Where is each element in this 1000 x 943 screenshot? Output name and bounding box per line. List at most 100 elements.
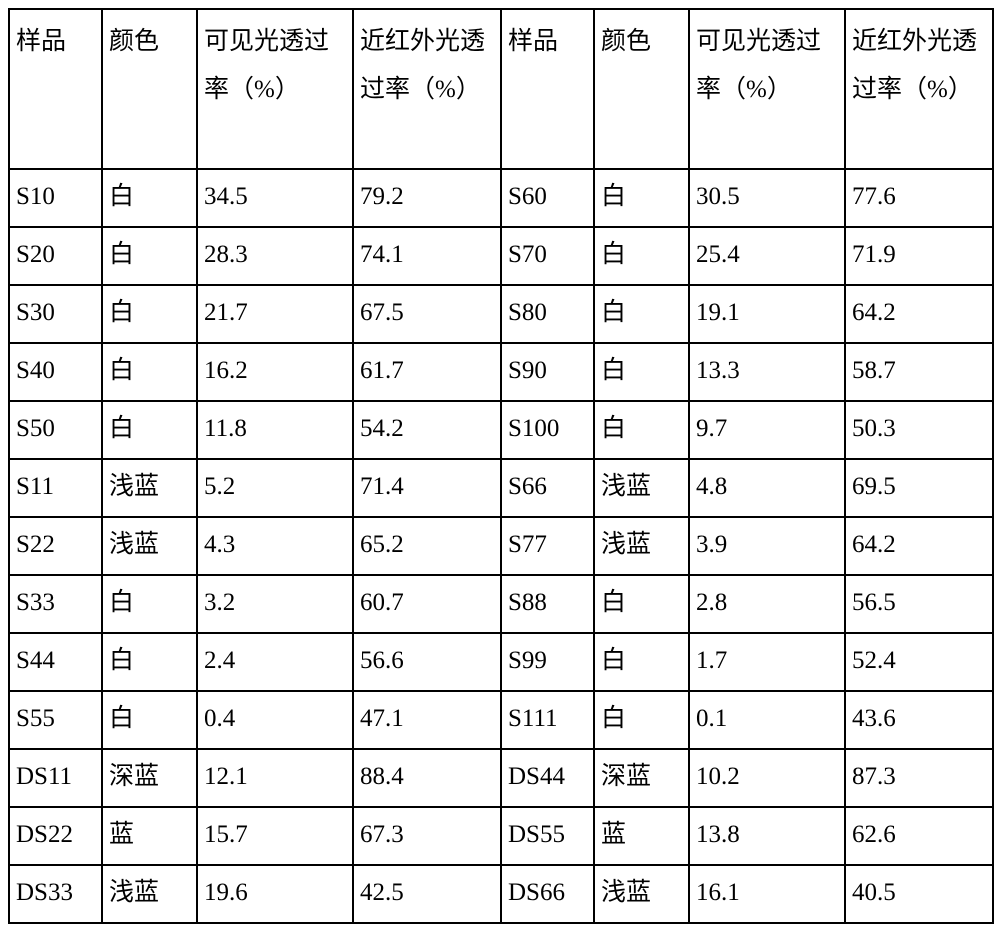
table-cell: 43.6 xyxy=(845,691,993,749)
table-row: S40白16.261.7S90白13.358.7 xyxy=(9,343,993,401)
table-cell: 34.5 xyxy=(197,169,353,227)
table-row: S30白21.767.5S80白19.164.2 xyxy=(9,285,993,343)
table-row: DS11深蓝12.188.4DS44深蓝10.287.3 xyxy=(9,749,993,807)
table-cell: 69.5 xyxy=(845,459,993,517)
table-cell: 白 xyxy=(102,285,197,343)
transmittance-table: 样品 颜色 可见光透过率（%） 近红外光透过率（%） 样品 颜色 可见光透过率（… xyxy=(8,8,994,924)
table-cell: 3.9 xyxy=(689,517,845,575)
table-row: DS22蓝15.767.3DS55蓝13.862.6 xyxy=(9,807,993,865)
table-cell: 15.7 xyxy=(197,807,353,865)
table-row: S22浅蓝4.365.2S77浅蓝3.964.2 xyxy=(9,517,993,575)
table-cell: 40.5 xyxy=(845,865,993,923)
table-cell: S44 xyxy=(9,633,102,691)
table-cell: 9.7 xyxy=(689,401,845,459)
table-cell: 2.8 xyxy=(689,575,845,633)
table-cell: DS33 xyxy=(9,865,102,923)
table-row: DS33浅蓝19.642.5DS66浅蓝16.140.5 xyxy=(9,865,993,923)
table-cell: 浅蓝 xyxy=(102,865,197,923)
table-cell: 白 xyxy=(594,575,689,633)
table-cell: S20 xyxy=(9,227,102,285)
table-row: S50白11.854.2S100白9.750.3 xyxy=(9,401,993,459)
table-cell: 白 xyxy=(102,227,197,285)
table-cell: S100 xyxy=(501,401,594,459)
table-cell: 77.6 xyxy=(845,169,993,227)
table-cell: 白 xyxy=(594,401,689,459)
table-cell: 21.7 xyxy=(197,285,353,343)
table-cell: S50 xyxy=(9,401,102,459)
table-row: S20白28.374.1S70白25.471.9 xyxy=(9,227,993,285)
table-cell: 61.7 xyxy=(353,343,501,401)
table-cell: 52.4 xyxy=(845,633,993,691)
table-cell: 25.4 xyxy=(689,227,845,285)
table-cell: 2.4 xyxy=(197,633,353,691)
table-cell: 11.8 xyxy=(197,401,353,459)
table-cell: 浅蓝 xyxy=(102,517,197,575)
table-cell: 0.4 xyxy=(197,691,353,749)
table-cell: 19.6 xyxy=(197,865,353,923)
table-cell: S60 xyxy=(501,169,594,227)
table-body: S10白34.579.2S60白30.577.6S20白28.374.1S70白… xyxy=(9,169,993,923)
table-cell: 白 xyxy=(594,633,689,691)
table-cell: S99 xyxy=(501,633,594,691)
table-cell: DS11 xyxy=(9,749,102,807)
table-cell: S66 xyxy=(501,459,594,517)
table-cell: 3.2 xyxy=(197,575,353,633)
table-cell: DS55 xyxy=(501,807,594,865)
table-cell: 19.1 xyxy=(689,285,845,343)
table-cell: S70 xyxy=(501,227,594,285)
table-cell: 深蓝 xyxy=(102,749,197,807)
table-cell: 58.7 xyxy=(845,343,993,401)
table-cell: 浅蓝 xyxy=(102,459,197,517)
table-cell: 13.3 xyxy=(689,343,845,401)
table-cell: 0.1 xyxy=(689,691,845,749)
table-cell: S80 xyxy=(501,285,594,343)
col-header-color-left: 颜色 xyxy=(102,9,197,169)
table-cell: 30.5 xyxy=(689,169,845,227)
table-cell: 54.2 xyxy=(353,401,501,459)
table-row: S44白2.456.6S99白1.752.4 xyxy=(9,633,993,691)
table-cell: 深蓝 xyxy=(594,749,689,807)
table-cell: 4.8 xyxy=(689,459,845,517)
table-cell: S55 xyxy=(9,691,102,749)
table-cell: 16.1 xyxy=(689,865,845,923)
table-cell: 白 xyxy=(102,169,197,227)
table-cell: 白 xyxy=(102,343,197,401)
table-cell: 42.5 xyxy=(353,865,501,923)
table-cell: 60.7 xyxy=(353,575,501,633)
table-cell: 白 xyxy=(594,227,689,285)
table-cell: 74.1 xyxy=(353,227,501,285)
table-cell: S10 xyxy=(9,169,102,227)
table-cell: 28.3 xyxy=(197,227,353,285)
table-row: S55白0.447.1S111白0.143.6 xyxy=(9,691,993,749)
table-cell: 浅蓝 xyxy=(594,865,689,923)
table-cell: 白 xyxy=(102,575,197,633)
table-cell: 62.6 xyxy=(845,807,993,865)
table-cell: 67.3 xyxy=(353,807,501,865)
table-cell: 13.8 xyxy=(689,807,845,865)
table-row: S11浅蓝5.271.4S66浅蓝4.869.5 xyxy=(9,459,993,517)
table-cell: 浅蓝 xyxy=(594,459,689,517)
table-row: S10白34.579.2S60白30.577.6 xyxy=(9,169,993,227)
col-header-visible-right: 可见光透过率（%） xyxy=(689,9,845,169)
table-row: S33白3.260.7S88白2.856.5 xyxy=(9,575,993,633)
table-cell: 蓝 xyxy=(594,807,689,865)
table-cell: 64.2 xyxy=(845,285,993,343)
table-cell: 50.3 xyxy=(845,401,993,459)
table-cell: 64.2 xyxy=(845,517,993,575)
table-cell: 12.1 xyxy=(197,749,353,807)
table-cell: 56.5 xyxy=(845,575,993,633)
table-cell: DS66 xyxy=(501,865,594,923)
table-cell: DS44 xyxy=(501,749,594,807)
table-cell: 白 xyxy=(594,169,689,227)
table-cell: S30 xyxy=(9,285,102,343)
table-cell: S40 xyxy=(9,343,102,401)
table-cell: S22 xyxy=(9,517,102,575)
col-header-color-right: 颜色 xyxy=(594,9,689,169)
table-cell: S11 xyxy=(9,459,102,517)
table-cell: S90 xyxy=(501,343,594,401)
table-cell: 67.5 xyxy=(353,285,501,343)
col-header-nir-right: 近红外光透过率（%） xyxy=(845,9,993,169)
table-cell: DS22 xyxy=(9,807,102,865)
table-cell: S111 xyxy=(501,691,594,749)
table-cell: 蓝 xyxy=(102,807,197,865)
